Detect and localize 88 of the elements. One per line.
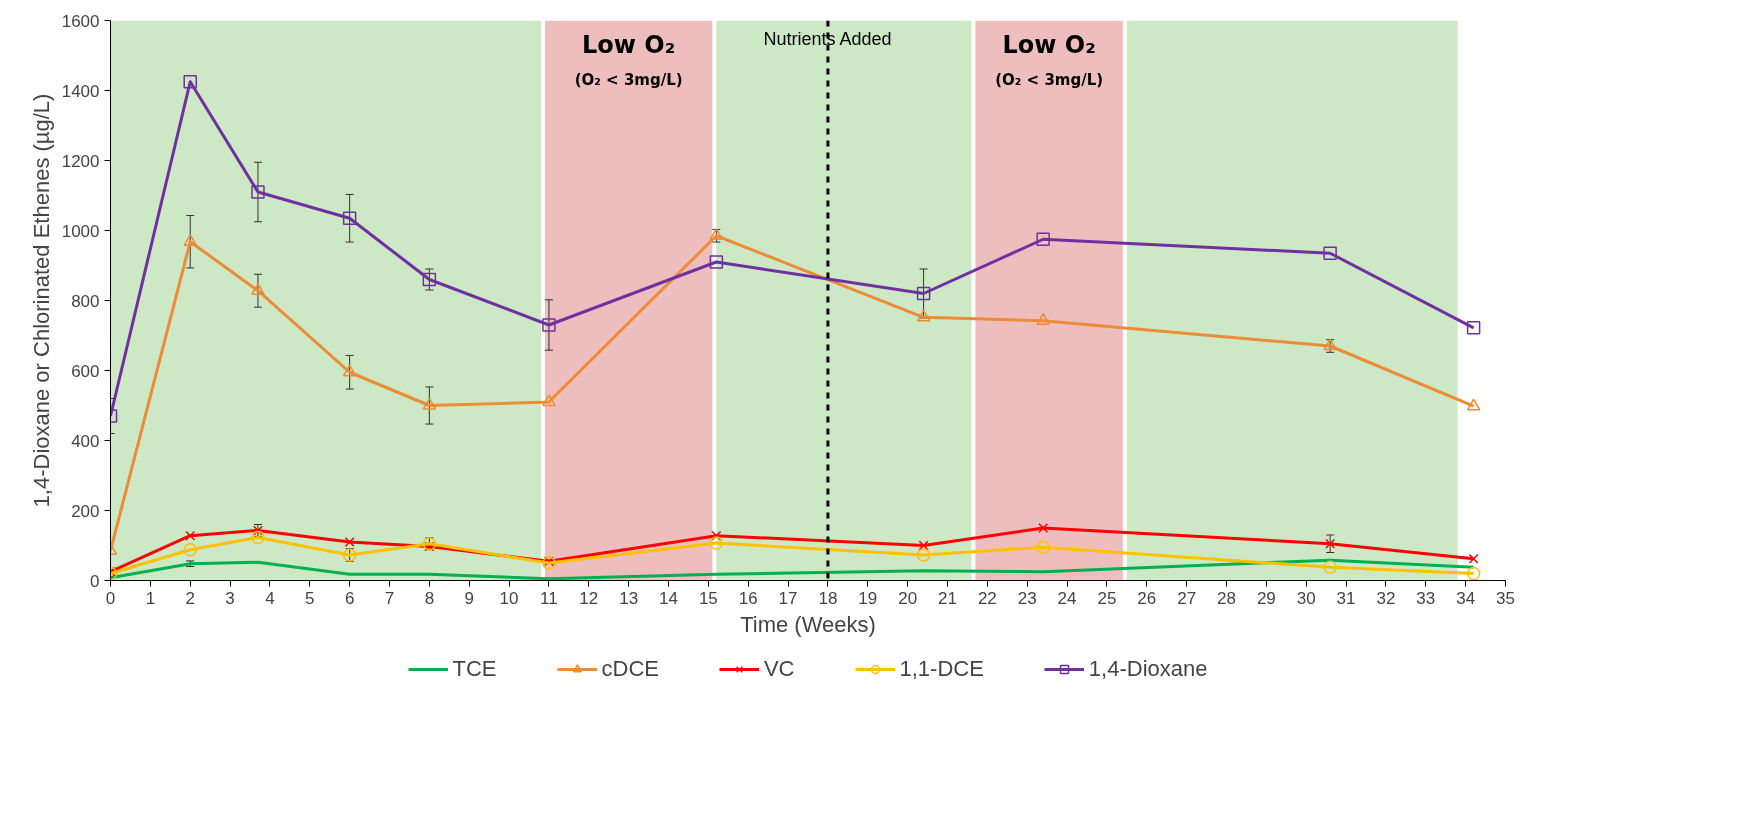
x-tick-label: 15	[698, 588, 718, 608]
x-tick-label: 20	[898, 588, 918, 608]
point	[1036, 313, 1050, 326]
point	[344, 537, 355, 547]
y-tick-label: 600	[71, 361, 100, 381]
x-tick-label: 4	[265, 588, 275, 608]
ref-line-label: Nutrients Added	[763, 28, 892, 49]
legend-label: 1,4-Dioxane	[1088, 656, 1208, 682]
x-tick-label: 26	[1137, 588, 1157, 608]
x-tick-label: 16	[738, 588, 758, 608]
x-tick-label: 7	[384, 588, 395, 608]
point	[251, 283, 265, 295]
x-tick-label: 27	[1177, 588, 1197, 608]
point	[422, 397, 437, 410]
legend-label: VC	[763, 656, 795, 682]
point	[709, 536, 724, 550]
y-tick-label: 200	[71, 501, 100, 521]
x-tick-label: 29	[1256, 588, 1276, 608]
x-tick-label: 34	[1456, 588, 1476, 608]
x-tick-label: 25	[1097, 588, 1117, 608]
point	[183, 75, 197, 89]
x-tick-label: 32	[1376, 588, 1396, 608]
x-tick-label: 28	[1217, 588, 1236, 608]
y-axis-title: 1,4-Dioxane or Chlorinated Ethenes (µg/L)	[28, 93, 54, 508]
x-tick-label: 19	[858, 588, 878, 608]
point	[1038, 523, 1049, 533]
point	[1466, 321, 1481, 335]
point	[916, 548, 931, 562]
point	[711, 530, 722, 541]
x-tick-label: 24	[1057, 588, 1077, 608]
point	[342, 364, 357, 377]
legend-label: TCE	[452, 656, 497, 682]
legend-label: cDCE	[601, 656, 659, 682]
point	[1325, 538, 1336, 549]
x-tick-label: 0	[105, 588, 116, 608]
x-tick-label: 21	[938, 588, 957, 608]
x-tick-label: 18	[818, 588, 838, 608]
y-tick-label: 1200	[61, 151, 100, 171]
x-tick-label: 13	[619, 588, 639, 608]
x-tick-label: 1	[145, 588, 156, 608]
x-tick-label: 11	[540, 588, 558, 608]
point	[1466, 566, 1481, 581]
x-tick-label: 2	[185, 588, 195, 608]
x-tick-label: 12	[579, 588, 599, 608]
point	[251, 530, 265, 545]
x-tick-label: 17	[778, 588, 798, 608]
x-tick-label: 3	[225, 588, 235, 608]
point	[1036, 232, 1050, 246]
point	[185, 530, 196, 541]
x-tick-label: 23	[1017, 588, 1037, 608]
point	[251, 185, 265, 199]
y-tick-label: 0	[90, 571, 100, 591]
band-label: Low O₂ (O₂ < 3mg/L)	[995, 30, 1104, 89]
y-tick-label: 800	[71, 291, 100, 311]
point	[422, 272, 437, 287]
point	[918, 540, 929, 551]
point	[1468, 553, 1479, 564]
legend-label: 1,1-DCE	[899, 656, 984, 682]
x-tick-label: 30	[1296, 588, 1316, 608]
band-label: Low O₂ (O₂ < 3mg/L)	[574, 30, 683, 89]
point	[916, 286, 931, 301]
point	[1036, 540, 1050, 554]
x-tick-label: 22	[977, 588, 997, 608]
x-tick-label: 14	[659, 588, 678, 608]
x-tick-label: 35	[1496, 588, 1515, 608]
point	[709, 255, 724, 269]
x-tick-label: 9	[464, 588, 474, 608]
line-series	[110, 558, 1476, 581]
point	[542, 394, 556, 407]
point	[183, 234, 197, 246]
x-axis-title: Time (Weeks)	[740, 611, 876, 637]
y-tick-label: 1600	[61, 11, 100, 31]
point	[1466, 398, 1481, 411]
y-tick-label: 400	[71, 431, 100, 451]
point	[183, 542, 197, 557]
point	[1323, 560, 1337, 574]
x-tick-label: 33	[1416, 588, 1436, 608]
x-tick-label: 8	[424, 588, 435, 608]
y-tick-label: 1000	[61, 221, 100, 241]
x-tick-label: 31	[1336, 588, 1356, 608]
x-tick-label: 6	[344, 588, 355, 608]
x-tick-label: 5	[305, 588, 315, 608]
point	[916, 309, 931, 322]
y-tick-label: 1400	[61, 81, 100, 101]
x-tick-label: 10	[499, 588, 519, 608]
point	[1323, 246, 1337, 260]
point	[342, 211, 357, 225]
point	[542, 318, 556, 332]
